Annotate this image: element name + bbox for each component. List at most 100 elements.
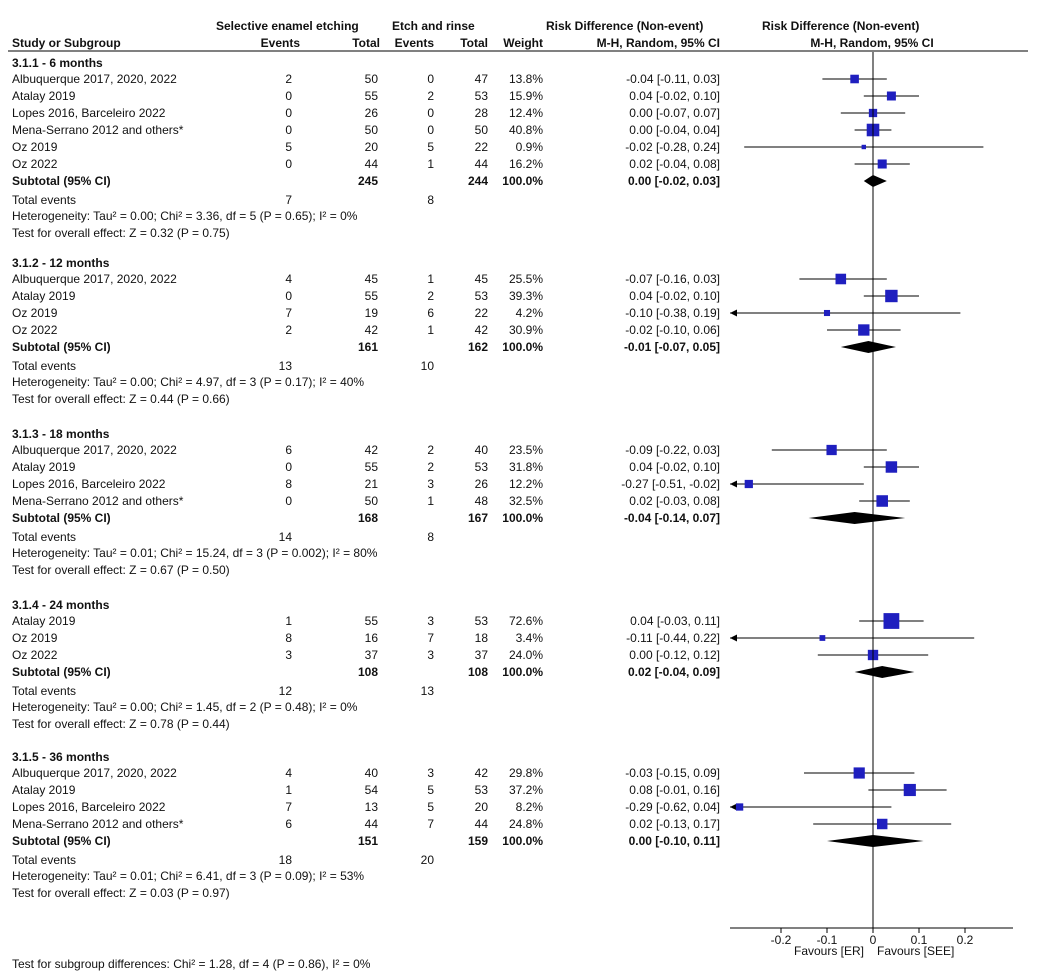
subtotal-total2: 167	[467, 511, 488, 525]
events2-cell: 0	[427, 106, 434, 120]
study-marker	[877, 159, 887, 169]
study-name: Lopes 2016, Barceleiro 2022	[12, 106, 166, 120]
study-name: Mena-Serrano 2012 and others*	[12, 123, 184, 137]
events2-cell: 5	[427, 800, 434, 814]
subtotal-total1: 245	[357, 174, 378, 188]
total2-cell: 37	[474, 648, 488, 662]
subtotal-diamond	[854, 666, 915, 678]
weight-cell: 24.0%	[508, 648, 543, 662]
total-events1: 7	[285, 193, 292, 207]
total2-cell: 45	[474, 272, 488, 286]
rd-ci-cell: 0.00 [-0.07, 0.07]	[629, 106, 720, 120]
events2-cell: 0	[427, 123, 434, 137]
total-events1: 18	[278, 853, 292, 867]
total2-cell: 53	[474, 89, 488, 103]
rd-ci-cell: -0.04 [-0.11, 0.03]	[626, 72, 720, 86]
weight-cell: 3.4%	[515, 631, 543, 645]
rd-ci-cell: 0.02 [-0.13, 0.17]	[629, 817, 720, 831]
events1-cell: 0	[285, 123, 292, 137]
ci-arrow-left	[730, 634, 737, 642]
weight-cell: 29.8%	[508, 766, 543, 780]
favours-right-label: Favours [SEE]	[877, 944, 955, 958]
events2-cell: 2	[427, 443, 434, 457]
study-marker	[883, 613, 900, 629]
study-marker	[853, 767, 865, 779]
events2-cell: 0	[427, 72, 434, 86]
rd-ci-cell: -0.11 [-0.44, 0.22]	[626, 631, 720, 645]
total2-cell: 26	[474, 477, 488, 491]
rd-ci-cell: -0.09 [-0.22, 0.03]	[625, 443, 720, 457]
events2-cell: 1	[427, 494, 434, 508]
study-marker	[735, 803, 744, 811]
total-events2: 10	[420, 359, 434, 373]
events2-cell: 3	[427, 766, 434, 780]
total1-cell: 42	[364, 323, 378, 337]
total1-cell: 50	[364, 123, 378, 137]
subtotal-diamond	[863, 175, 887, 187]
weight-cell: 30.9%	[508, 323, 543, 337]
study-name: Atalay 2019	[12, 783, 76, 797]
total2-cell: 53	[474, 614, 488, 628]
plot-title: Risk Difference (Non-event)	[762, 19, 920, 33]
overall-effect-test: Test for overall effect: Z = 0.32 (P = 0…	[12, 226, 230, 240]
subtotal-total2: 159	[467, 834, 488, 848]
events1-cell: 2	[285, 72, 292, 86]
weight-cell: 16.2%	[508, 157, 543, 171]
rd-ci-cell: -0.29 [-0.62, 0.04]	[625, 800, 720, 814]
events1-cell: 0	[285, 460, 292, 474]
weight-cell: 23.5%	[508, 443, 543, 457]
total1-cell: 55	[364, 289, 378, 303]
study-name: Lopes 2016, Barceleiro 2022	[12, 477, 166, 491]
weight-cell: 25.5%	[508, 272, 543, 286]
events2-cell: 5	[427, 140, 434, 154]
subtotal-label: Subtotal (95% CI)	[12, 340, 111, 354]
subtotal-weight: 100.0%	[502, 834, 543, 848]
total2-cell: 22	[474, 140, 488, 154]
total1-cell: 44	[364, 157, 378, 171]
subtotal-label: Subtotal (95% CI)	[12, 834, 111, 848]
total2-cell: 22	[474, 306, 488, 320]
rd-ci-cell: 0.00 [-0.04, 0.04]	[629, 123, 720, 137]
x-tick-label: -0.1	[816, 933, 838, 947]
total1-cell: 55	[364, 614, 378, 628]
rd-ci-cell: 0.04 [-0.02, 0.10]	[629, 460, 720, 474]
rd-ci-cell: 0.08 [-0.01, 0.16]	[629, 783, 720, 797]
study-name: Atalay 2019	[12, 460, 76, 474]
total2-cell: 42	[474, 766, 488, 780]
study-name: Atalay 2019	[12, 289, 76, 303]
weight-cell: 12.2%	[508, 477, 543, 491]
study-name: Albuquerque 2017, 2020, 2022	[12, 272, 177, 286]
total1-cell: 42	[364, 443, 378, 457]
subgroup-title: 3.1.4 - 24 months	[12, 598, 110, 612]
rd-ci-cell: 0.02 [-0.03, 0.08]	[629, 494, 720, 508]
total-events2: 8	[427, 530, 434, 544]
study-marker	[885, 461, 898, 473]
group1-header: Selective enamel etching	[216, 19, 359, 33]
total-events2: 13	[420, 684, 434, 698]
subtotal-diamond	[840, 341, 896, 353]
events1-cell: 5	[285, 140, 292, 154]
rd-ci-cell: 0.04 [-0.02, 0.10]	[629, 289, 720, 303]
rd-ci-cell: -0.27 [-0.51, -0.02]	[621, 477, 720, 491]
subtotal-weight: 100.0%	[502, 340, 543, 354]
total1-cell: 13	[364, 800, 378, 814]
subgroup-title: 3.1.2 - 12 months	[12, 256, 110, 270]
total-events1: 12	[278, 684, 292, 698]
weight-cell: 37.2%	[508, 783, 543, 797]
study-name: Albuquerque 2017, 2020, 2022	[12, 443, 177, 457]
study-name: Mena-Serrano 2012 and others*	[12, 817, 184, 831]
weight-cell: 72.6%	[508, 614, 543, 628]
study-marker	[861, 144, 867, 150]
events2-cell: 5	[427, 783, 434, 797]
events1-cell: 4	[285, 272, 292, 286]
heterogeneity-stat: Heterogeneity: Tau² = 0.01; Chi² = 15.24…	[12, 546, 378, 560]
study-marker	[819, 635, 826, 641]
subgroup-differences-test: Test for subgroup differences: Chi² = 1.…	[12, 957, 371, 971]
events1-cell: 1	[285, 614, 292, 628]
total1-cell: 55	[364, 460, 378, 474]
group2-header: Etch and rinse	[392, 19, 475, 33]
study-name: Oz 2019	[12, 140, 58, 154]
study-name: Oz 2019	[12, 306, 58, 320]
rd-ci-cell: 0.00 [-0.12, 0.12]	[629, 648, 720, 662]
study-name: Albuquerque 2017, 2020, 2022	[12, 72, 177, 86]
